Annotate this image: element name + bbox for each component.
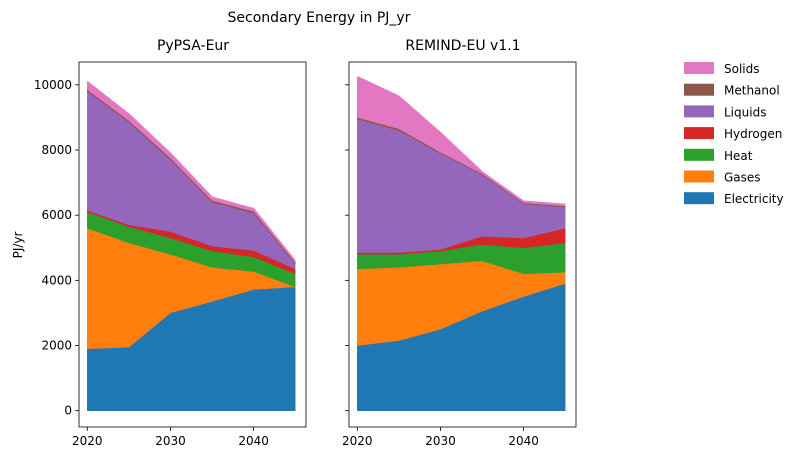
panel-pypsa-eur: PyPSA-Eur PJ/yr 0 2000 4000 6000 8000 10000 20… bbox=[11, 38, 307, 448]
legend: Solids Methanol Liquids Hydrogen Heat Gases El… bbox=[684, 62, 784, 206]
figure-suptitle: Secondary Energy in PJ_yr bbox=[228, 10, 411, 26]
legend-swatch bbox=[684, 62, 714, 74]
legend-item-heat: Heat bbox=[684, 148, 753, 163]
axes-frame bbox=[78, 61, 307, 428]
legend-label: Hydrogen bbox=[724, 127, 782, 141]
axes: 0 2000 4000 6000 8000 10000 2020 2030 2040 bbox=[34, 61, 307, 448]
panel-title: PyPSA-Eur bbox=[157, 38, 229, 54]
axes: 2020 2030 2040 bbox=[342, 61, 577, 448]
legend-item-gases: Gases bbox=[684, 170, 761, 185]
panel-remind-eu: REMIND-EU v1.1 2020 2030 2040 bbox=[342, 38, 577, 448]
legend-swatch bbox=[684, 105, 714, 118]
legend-item-solids: Solids bbox=[684, 62, 760, 76]
legend-swatch bbox=[684, 192, 714, 205]
legend-item-hydrogen: Hydrogen bbox=[684, 127, 782, 141]
legend-swatch bbox=[684, 170, 714, 183]
legend-label: Methanol bbox=[724, 84, 780, 98]
x-tick-label: 2030 bbox=[155, 434, 186, 448]
legend-swatch bbox=[684, 127, 714, 140]
x-tick-label: 2040 bbox=[238, 434, 269, 448]
area-liquids bbox=[357, 118, 566, 253]
y-tick-label: 10000 bbox=[34, 78, 72, 92]
y-tick-label: 4000 bbox=[41, 273, 72, 287]
legend-item-methanol: Methanol bbox=[684, 83, 780, 98]
x-tick-label: 2020 bbox=[342, 434, 373, 448]
area-layers bbox=[356, 76, 566, 411]
legend-swatch bbox=[684, 83, 714, 96]
legend-swatch bbox=[684, 148, 714, 161]
axes-frame bbox=[348, 61, 577, 428]
line-solids bbox=[86, 81, 296, 262]
legend-label: Gases bbox=[724, 171, 761, 185]
legend-label: Liquids bbox=[724, 105, 766, 119]
x-tick-label: 2030 bbox=[425, 434, 456, 448]
y-tick-label: 6000 bbox=[41, 208, 72, 222]
legend-label: Electricity bbox=[724, 192, 784, 206]
legend-label: Heat bbox=[724, 149, 753, 163]
line-solids bbox=[356, 76, 566, 206]
y-tick-label: 0 bbox=[64, 404, 72, 418]
y-tick-label: 8000 bbox=[41, 143, 72, 157]
legend-label: Solids bbox=[724, 62, 760, 76]
area-layers bbox=[86, 81, 296, 411]
y-tick-label: 2000 bbox=[41, 339, 72, 353]
y-axis-label: PJ/yr bbox=[11, 232, 25, 259]
legend-item-electricity: Electricity bbox=[684, 192, 784, 206]
x-tick-label: 2020 bbox=[72, 434, 103, 448]
panel-title: REMIND-EU v1.1 bbox=[405, 38, 520, 54]
x-tick-label: 2040 bbox=[508, 434, 539, 448]
legend-item-liquids: Liquids bbox=[684, 105, 766, 119]
